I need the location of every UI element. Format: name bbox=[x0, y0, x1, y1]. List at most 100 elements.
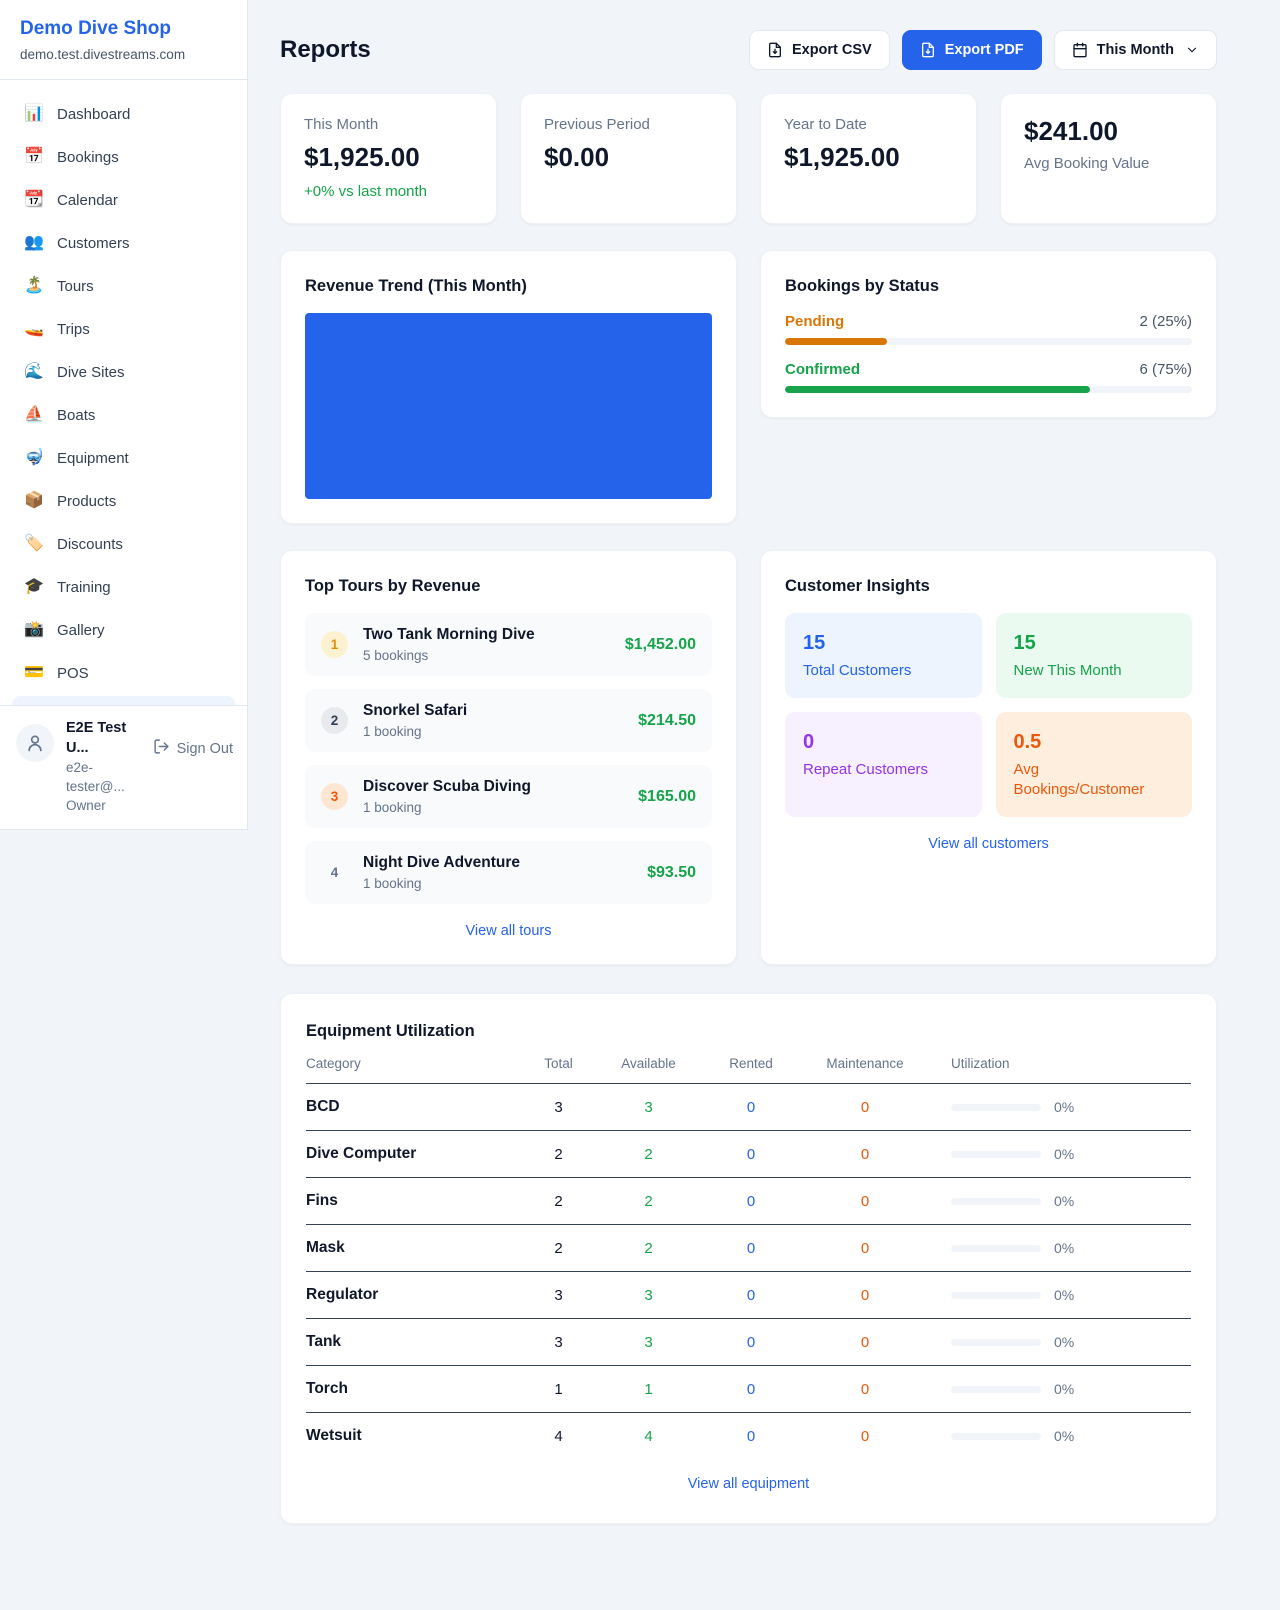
utilization-bar-track bbox=[951, 1103, 1041, 1111]
nav-item-icon: 💳 bbox=[24, 664, 44, 681]
export-csv-button[interactable]: Export CSV bbox=[748, 30, 890, 70]
sign-out-button[interactable]: Sign Out bbox=[153, 738, 233, 759]
equipment-total: 2 bbox=[554, 1145, 563, 1163]
col-utilization: Utilization bbox=[951, 1056, 1010, 1071]
tour-revenue: $214.50 bbox=[638, 711, 696, 729]
equipment-rented: 0 bbox=[746, 1098, 756, 1116]
export-pdf-button[interactable]: Export PDF bbox=[901, 30, 1042, 70]
equipment-available: 1 bbox=[644, 1380, 653, 1398]
file-download-icon bbox=[920, 42, 936, 58]
sidebar-item-gallery[interactable]: 📸 Gallery bbox=[12, 610, 235, 650]
nav-item-icon: 🎓 bbox=[24, 578, 44, 595]
status-label: Pending bbox=[785, 313, 845, 330]
sidebar-item-boats[interactable]: ⛵ Boats bbox=[12, 395, 235, 435]
sidebar-item-dashboard[interactable]: 📊 Dashboard bbox=[12, 94, 235, 134]
equipment-maintenance: 0 bbox=[860, 1098, 870, 1116]
utilization-percent: 0% bbox=[1054, 1428, 1075, 1444]
sidebar-item-pos[interactable]: 💳 POS bbox=[12, 653, 235, 693]
sidebar-item-tours[interactable]: 🏝️ Tours bbox=[12, 266, 235, 306]
tour-bookings-count: 1 booking bbox=[363, 800, 422, 815]
view-all-equipment-link[interactable]: View all equipment bbox=[687, 1476, 810, 1492]
insight-value: 0.5 bbox=[1013, 731, 1042, 753]
utilization-bar-track bbox=[951, 1244, 1041, 1252]
sidebar-item-training[interactable]: 🎓 Training bbox=[12, 567, 235, 607]
nav-item-icon: 📆 bbox=[24, 191, 44, 208]
tour-bookings-count: 1 booking bbox=[363, 724, 422, 739]
nav-item-icon: 👥 bbox=[24, 234, 44, 251]
user-name: E2E Test U... bbox=[66, 720, 127, 756]
page-header: Reports Export CSV Export PDF This Month bbox=[280, 30, 1217, 70]
tour-rank-badge: 1 bbox=[321, 631, 348, 658]
stat-card-previous-period: Previous Period $0.00 bbox=[520, 93, 737, 224]
utilization-percent: 0% bbox=[1054, 1099, 1075, 1115]
stats-row: This Month $1,925.00 +0% vs last month P… bbox=[280, 93, 1217, 224]
nav-item-icon: 📊 bbox=[24, 105, 44, 122]
insight-label: Total Customers bbox=[803, 662, 912, 679]
equipment-available: 4 bbox=[644, 1427, 653, 1445]
stat-card-this-month: This Month $1,925.00 +0% vs last month bbox=[280, 93, 497, 224]
equipment-table-row: Torch 1 1 0 0 0% bbox=[306, 1366, 1191, 1413]
stat-value: $241.00 bbox=[1024, 116, 1118, 146]
tour-list: 1 Two Tank Morning Dive 5 bookings $1,45… bbox=[305, 613, 712, 904]
insight-label: Avg Bookings/Customer bbox=[1013, 761, 1145, 798]
sidebar-item-dive-sites[interactable]: 🌊 Dive Sites bbox=[12, 352, 235, 392]
equipment-total: 3 bbox=[554, 1333, 563, 1351]
tour-list-item: 3 Discover Scuba Diving 1 booking $165.0… bbox=[305, 765, 712, 828]
insight-tile: 15 New This Month bbox=[995, 613, 1192, 698]
tour-name: Two Tank Morning Dive bbox=[363, 626, 535, 643]
utilization-bar-track bbox=[951, 1338, 1041, 1346]
col-available: Available bbox=[621, 1056, 676, 1071]
stat-value: $1,925.00 bbox=[784, 142, 900, 172]
nav-item-icon: 📸 bbox=[24, 621, 44, 638]
utilization-bar-track bbox=[951, 1385, 1041, 1393]
bookings-by-status-title: Bookings by Status bbox=[785, 277, 940, 295]
equipment-table-row: Wetsuit 4 4 0 0 0% bbox=[306, 1413, 1191, 1459]
equipment-category: Fins bbox=[306, 1192, 338, 1209]
period-dropdown[interactable]: This Month bbox=[1053, 30, 1217, 70]
sidebar-item-discounts[interactable]: 🏷️ Discounts bbox=[12, 524, 235, 564]
tour-bookings-count: 1 booking bbox=[363, 876, 422, 891]
equipment-utilization-card: Equipment Utilization Category Total Ava… bbox=[280, 993, 1217, 1524]
view-all-tours-link[interactable]: View all tours bbox=[465, 923, 552, 939]
nav-item-icon: 🤿 bbox=[24, 449, 44, 466]
equipment-rented: 0 bbox=[746, 1380, 756, 1398]
sign-out-icon bbox=[153, 738, 170, 759]
sidebar-item-customers[interactable]: 👥 Customers bbox=[12, 223, 235, 263]
tour-name: Night Dive Adventure bbox=[363, 854, 521, 871]
equipment-table-row: BCD 3 3 0 0 0% bbox=[306, 1084, 1191, 1131]
nav-item-icon: 🌊 bbox=[24, 363, 44, 380]
sidebar-item-trips[interactable]: 🚤 Trips bbox=[12, 309, 235, 349]
nav-item-label: Equipment bbox=[57, 449, 129, 467]
sign-out-label: Sign Out bbox=[176, 740, 233, 757]
equipment-rented: 0 bbox=[746, 1427, 756, 1445]
stat-label: This Month bbox=[304, 116, 379, 133]
utilization-bar-track bbox=[951, 1150, 1041, 1158]
insight-value: 0 bbox=[803, 731, 815, 753]
equipment-rented: 0 bbox=[746, 1333, 756, 1351]
tour-bookings-count: 5 bookings bbox=[363, 648, 429, 663]
file-download-icon bbox=[767, 42, 783, 58]
equipment-maintenance: 0 bbox=[860, 1333, 870, 1351]
equipment-table-body: BCD 3 3 0 0 0% Dive Computer 2 bbox=[306, 1084, 1191, 1459]
nav-item-icon: 📅 bbox=[24, 148, 44, 165]
nav-item-label: Gallery bbox=[57, 621, 105, 639]
shop-domain: demo.test.divestreams.com bbox=[20, 47, 186, 62]
stat-delta: +0% vs last month bbox=[304, 183, 427, 200]
nav-item-label: Dashboard bbox=[57, 105, 131, 123]
view-all-customers-link[interactable]: View all customers bbox=[928, 836, 1049, 852]
nav-item-label: Trips bbox=[57, 320, 90, 338]
equipment-table-header: Category Total Available Rented Maintena… bbox=[306, 1056, 1191, 1084]
sidebar-item-equipment[interactable]: 🤿 Equipment bbox=[12, 438, 235, 478]
nav-item-label: Discounts bbox=[57, 535, 123, 553]
sidebar-item-bookings[interactable]: 📅 Bookings bbox=[12, 137, 235, 177]
calendar-icon bbox=[1072, 42, 1088, 58]
utilization-bar-track bbox=[951, 1197, 1041, 1205]
equipment-utilization-title: Equipment Utilization bbox=[306, 1022, 475, 1040]
customer-insights-title: Customer Insights bbox=[785, 577, 930, 595]
tour-list-item: 4 Night Dive Adventure 1 booking $93.50 bbox=[305, 841, 712, 904]
equipment-available: 2 bbox=[644, 1239, 653, 1257]
sidebar-item-products[interactable]: 📦 Products bbox=[12, 481, 235, 521]
sidebar-item-calendar[interactable]: 📆 Calendar bbox=[12, 180, 235, 220]
nav-item-icon: 🏷️ bbox=[24, 535, 44, 552]
sidebar-item-reports-partial[interactable] bbox=[12, 696, 235, 705]
